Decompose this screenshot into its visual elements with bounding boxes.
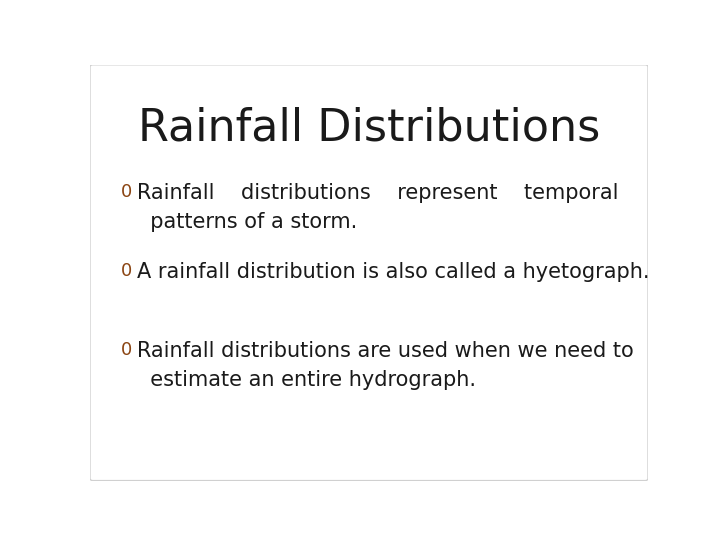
Text: Rainfall Distributions: Rainfall Distributions — [138, 106, 600, 150]
Text: Rainfall    distributions    represent    temporal: Rainfall distributions represent tempora… — [138, 183, 619, 203]
Text: 0: 0 — [121, 183, 132, 201]
Text: 0: 0 — [121, 262, 132, 280]
Text: estimate an entire hydrograph.: estimate an entire hydrograph. — [138, 369, 477, 389]
Text: A rainfall distribution is also called a hyetograph.: A rainfall distribution is also called a… — [138, 262, 650, 282]
FancyBboxPatch shape — [90, 65, 648, 481]
Text: 0: 0 — [121, 341, 132, 359]
Text: Rainfall distributions are used when we need to: Rainfall distributions are used when we … — [138, 341, 634, 361]
Text: patterns of a storm.: patterns of a storm. — [138, 212, 358, 232]
